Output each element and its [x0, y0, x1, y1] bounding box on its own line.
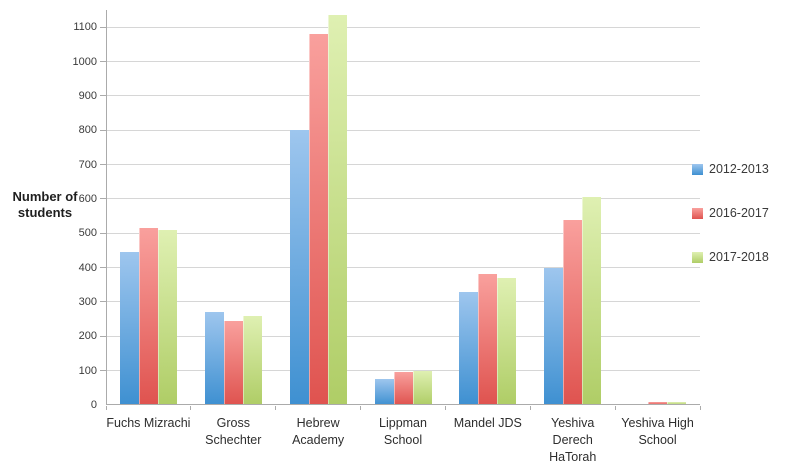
- x-axis-tick: [360, 406, 362, 410]
- bar-2016-2017: [648, 401, 668, 405]
- y-axis-tick: [100, 95, 106, 97]
- bar-2017-2018: [157, 229, 177, 405]
- gridline: [106, 335, 700, 337]
- x-axis-tick: [614, 406, 616, 410]
- y-tick-label: 1100: [73, 21, 97, 34]
- x-axis-line: [106, 404, 700, 405]
- y-axis-tick: [100, 232, 106, 234]
- bar-2012-2013: [204, 312, 224, 405]
- category-label: Yeshiva Derech HaTorah: [549, 416, 597, 464]
- y-tick-label: 800: [78, 124, 97, 137]
- bar-2017-2018: [667, 401, 687, 405]
- y-tick-label: 100: [78, 364, 97, 377]
- bar-2017-2018: [327, 15, 347, 405]
- category-label: Yeshiva High School: [621, 416, 694, 447]
- y-axis-tick: [100, 370, 106, 372]
- legend-label: 2012-2013: [709, 162, 769, 176]
- gridline: [106, 370, 700, 372]
- y-tick-label: 200: [78, 330, 97, 343]
- y-tick-label: 0: [90, 399, 97, 411]
- gridline: [106, 129, 700, 131]
- y-axis-tick: [100, 164, 106, 166]
- category-label: Hebrew Academy: [292, 416, 345, 447]
- legend-item: 2017-2018: [692, 249, 769, 265]
- gridline: [106, 26, 700, 28]
- bar-2017-2018: [582, 197, 602, 405]
- gridline: [106, 95, 700, 97]
- legend-swatch-icon: [692, 207, 703, 219]
- bar-2016-2017: [138, 228, 158, 405]
- y-axis-tick: [100, 301, 106, 303]
- bar-2017-2018: [497, 277, 517, 405]
- bar-2012-2013: [119, 252, 139, 405]
- y-axis-tick: [100, 61, 106, 63]
- x-axis-tick: [105, 406, 107, 410]
- y-axis-tick: [100, 198, 106, 200]
- legend-label: 2016-2017: [709, 206, 769, 220]
- gridline: [106, 164, 700, 166]
- legend-label: 2017-2018: [709, 250, 769, 264]
- y-axis-tick: [100, 26, 106, 28]
- y-tick-label: 500: [78, 227, 97, 240]
- bar-2017-2018: [242, 315, 262, 405]
- y-axis-tick: [100, 129, 106, 131]
- x-axis-tick: [275, 406, 277, 410]
- legend-item: 2012-2013: [692, 161, 769, 177]
- x-axis-tick: [529, 406, 531, 410]
- x-axis-tick: [699, 406, 701, 410]
- legend-swatch-icon: [692, 163, 703, 175]
- bar-2016-2017: [478, 274, 498, 405]
- legend-item: 2016-2017: [692, 205, 769, 221]
- gridline: [106, 198, 700, 200]
- y-tick-label: 700: [78, 158, 97, 171]
- bar-2016-2017: [223, 320, 243, 405]
- y-tick-label: 900: [78, 89, 97, 102]
- y-tick-label: 300: [78, 295, 97, 308]
- bar-2017-2018: [412, 370, 432, 405]
- y-tick-label: 1000: [72, 55, 97, 68]
- bar-2016-2017: [308, 34, 328, 405]
- bar-2016-2017: [393, 372, 413, 405]
- bar-2016-2017: [563, 219, 583, 405]
- y-axis-title: Number of students: [12, 189, 78, 220]
- bar-2012-2013: [374, 379, 394, 405]
- plot-area: [100, 10, 701, 410]
- category-label: Gross Schechter: [205, 416, 262, 447]
- y-tick-label: 600: [78, 192, 97, 205]
- x-axis-tick: [190, 406, 192, 410]
- category-label: Mandel JDS: [453, 416, 522, 430]
- y-tick-label: 400: [78, 261, 97, 274]
- category-label: Fuchs Mizrachi: [106, 416, 191, 430]
- y-axis-tick: [100, 267, 106, 269]
- y-axis-line: [106, 10, 107, 405]
- category-label: Lippman School: [379, 416, 427, 447]
- legend: 2012-2013 2016-2017 2017-2018: [692, 161, 769, 293]
- bar-2012-2013: [459, 291, 479, 405]
- bar-2012-2013: [544, 267, 564, 405]
- legend-swatch-icon: [692, 251, 703, 263]
- x-axis-tick: [444, 406, 446, 410]
- bar-2012-2013: [289, 130, 309, 405]
- gridline: [106, 267, 700, 269]
- gridline: [106, 61, 700, 63]
- gridline: [106, 301, 700, 303]
- gridline: [106, 232, 700, 234]
- y-axis-tick: [100, 335, 106, 337]
